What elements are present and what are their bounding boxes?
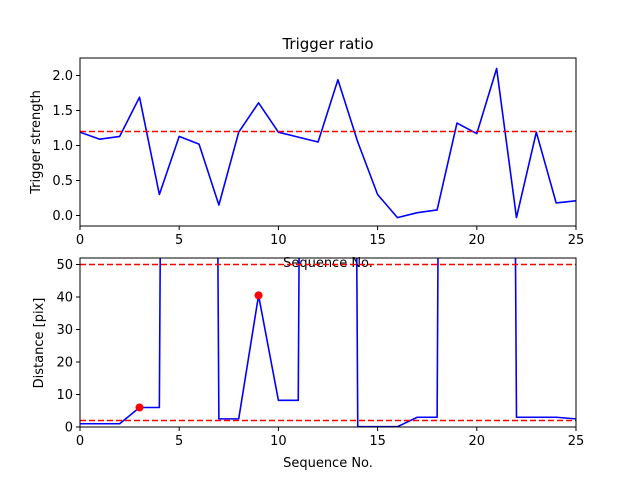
axes-frame <box>79 257 577 428</box>
x-tick-label: 5 <box>175 434 183 449</box>
y-tick-label: 0.5 <box>52 174 73 189</box>
x-tick-label: 20 <box>469 434 486 449</box>
x-tick-label: 25 <box>568 434 585 449</box>
axes-frame <box>79 57 577 227</box>
x-tick-label: 5 <box>175 233 183 248</box>
y-tick-label: 10 <box>56 388 73 403</box>
y-tick-label: 50 <box>56 258 73 273</box>
distance-subplot: Distance [pix] Sequence No. 0 5 10 15 20 25 0 1… <box>32 257 585 471</box>
x-axis-label: Sequence No. <box>283 456 373 471</box>
x-tick-label: 10 <box>270 434 287 449</box>
x-tick-label: 15 <box>369 434 386 449</box>
data-layer <box>80 258 576 427</box>
data-layer <box>80 67 576 219</box>
point-marker <box>254 291 263 300</box>
y-axis-label: Trigger strength <box>29 90 44 195</box>
x-tick-label: 0 <box>76 233 84 248</box>
x-tick-label: 20 <box>469 233 486 248</box>
plot-area: 0 5 10 15 20 25 0.0 0.5 1.0 1.5 2.0 <box>52 57 585 248</box>
y-tick-label: 0 <box>65 421 73 436</box>
plot-area: 0 5 10 15 20 25 0 10 20 30 40 50 <box>56 257 585 449</box>
series-line <box>80 67 576 219</box>
series-line <box>80 258 576 427</box>
x-tick-label: 0 <box>76 434 84 449</box>
subplot-title: Trigger ratio <box>281 35 373 53</box>
y-tick-label: 0.0 <box>52 209 73 224</box>
x-tick-label: 15 <box>369 233 386 248</box>
y-tick-label: 1.5 <box>52 104 73 119</box>
y-tick-label: 40 <box>56 291 73 306</box>
point-marker <box>135 403 144 412</box>
y-tick-label: 20 <box>56 356 73 371</box>
trigger-ratio-subplot: Trigger ratio Trigger strength Sequence … <box>29 35 584 271</box>
y-axis-label: Distance [pix] <box>32 298 47 389</box>
y-tick-label: 2.0 <box>52 69 73 84</box>
y-tick-label: 30 <box>56 323 73 338</box>
y-tick-label: 1.0 <box>52 139 73 154</box>
x-tick-label: 25 <box>568 233 585 248</box>
x-axis-label: Sequence No. <box>283 256 373 271</box>
x-tick-label: 10 <box>270 233 287 248</box>
